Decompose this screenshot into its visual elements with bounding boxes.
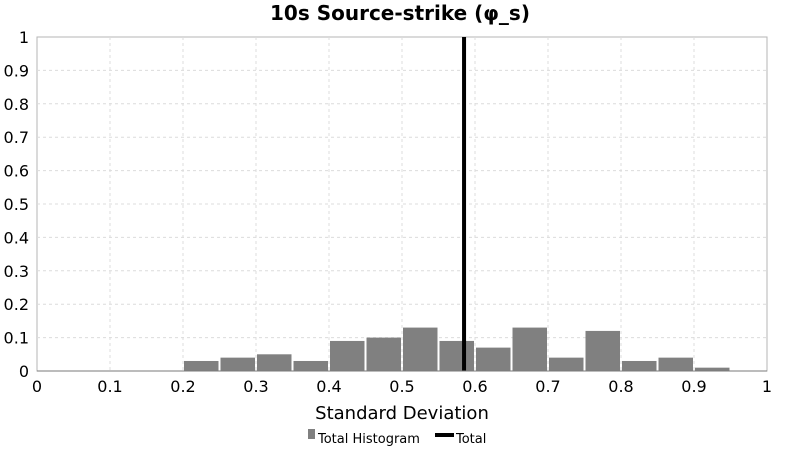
histogram-bar	[293, 360, 328, 371]
x-tick-label: 0.8	[608, 377, 633, 396]
y-tick-label: 1	[19, 28, 29, 47]
legend-label-histogram: Total Histogram	[317, 432, 420, 447]
histogram-bar	[658, 357, 693, 371]
y-gridlines	[37, 69, 767, 339]
histogram-bar	[403, 327, 438, 371]
x-tick-label: 0.4	[316, 377, 341, 396]
y-axis-ticks: 0 0.1 0.2 0.3 0.4 0.5 0.6 0.7 0.8 0.9 1	[4, 28, 29, 381]
x-tick-label: 0.7	[535, 377, 560, 396]
x-tick-label: 0.5	[389, 377, 414, 396]
legend: Total Histogram Total	[308, 429, 486, 447]
y-tick-label: 0.5	[4, 195, 29, 214]
histogram-bar	[220, 357, 255, 371]
x-tick-label: 0.3	[243, 377, 268, 396]
x-tick-label: 0.9	[681, 377, 706, 396]
y-tick-label: 0	[19, 362, 29, 381]
legend-swatch-histogram	[308, 429, 315, 439]
histogram-bar	[439, 340, 474, 371]
histogram-bar	[695, 367, 730, 371]
x-axis-ticks: 0 0.1 0.2 0.3 0.4 0.5 0.6 0.7 0.8 0.9 1	[32, 377, 772, 396]
y-tick-label: 0.9	[4, 61, 29, 80]
histogram-bar	[184, 360, 219, 371]
y-tick-label: 0.7	[4, 128, 29, 147]
histogram-bar	[549, 357, 584, 371]
histogram-bar	[512, 327, 547, 371]
legend-label-total: Total	[455, 432, 486, 447]
plot-area	[36, 36, 768, 372]
y-tick-label: 0.3	[4, 262, 29, 281]
histogram-bar	[257, 354, 292, 371]
chart-title: 10s Source-strike (φ_s)	[270, 1, 530, 25]
histogram-bar	[330, 340, 365, 371]
x-tick-label: 1	[762, 377, 772, 396]
y-tick-label: 0.6	[4, 162, 29, 181]
x-gridlines	[109, 37, 695, 371]
histogram-bar	[366, 337, 401, 371]
x-axis-label: Standard Deviation	[315, 403, 489, 424]
x-tick-label: 0	[32, 377, 42, 396]
x-tick-label: 0.2	[170, 377, 195, 396]
y-tick-label: 0.1	[4, 329, 29, 348]
x-tick-label: 0.1	[97, 377, 122, 396]
y-tick-label: 0.8	[4, 95, 29, 114]
x-tick-label: 0.6	[462, 377, 487, 396]
y-tick-label: 0.4	[4, 228, 29, 247]
histogram-bars	[184, 327, 730, 371]
legend-swatch-total	[435, 433, 454, 437]
histogram-bar	[585, 330, 620, 371]
histogram-bar	[622, 360, 657, 371]
y-tick-label: 0.2	[4, 295, 29, 314]
histogram-bar	[476, 347, 511, 371]
